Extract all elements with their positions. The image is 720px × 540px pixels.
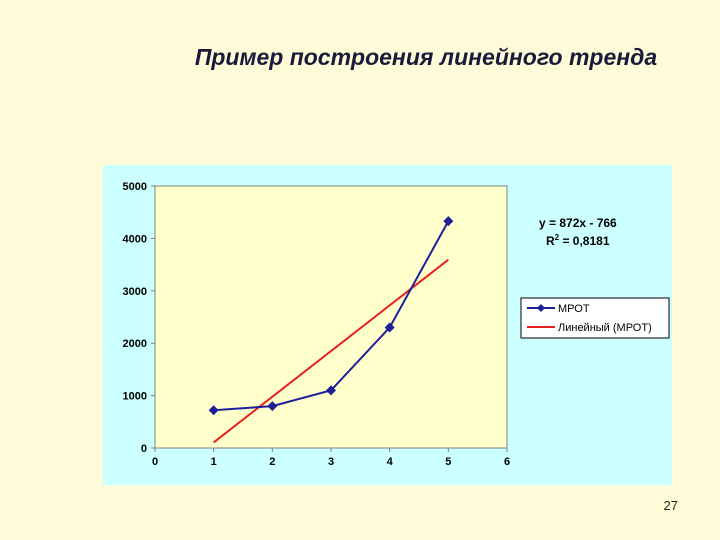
line-chart: 0 1000 2000 3000 4000 5000 0 1 2 3 4 5 6 y = 872x -… (103, 165, 672, 485)
y-tick-label: 3000 (123, 286, 147, 298)
y-tick-label: 5000 (123, 181, 147, 193)
legend-mrot-label: МРОТ (558, 303, 590, 315)
x-tick-label: 2 (269, 456, 275, 468)
y-tick-label: 4000 (123, 233, 147, 245)
x-tick-label: 0 (152, 456, 158, 468)
trend-equation-text: y = 872x - 766 (539, 216, 617, 230)
slide-title: Пример построения линейного тренда (194, 44, 658, 70)
legend-box (520, 297, 670, 339)
data-point-marker (384, 322, 395, 333)
data-point-marker (326, 385, 336, 396)
legend-trend-label: Линейный (МРОТ) (558, 322, 652, 334)
legend-mrot-marker (537, 304, 545, 312)
x-tick-label: 1 (211, 456, 217, 468)
chart-container: 0 1000 2000 3000 4000 5000 0 1 2 3 4 5 6 y = 872x -… (103, 165, 672, 485)
r-squared-text: R2 = 0,8181 (546, 233, 610, 248)
data-point-marker (267, 401, 278, 412)
data-point-marker (208, 405, 219, 416)
x-tick-label: 4 (387, 456, 394, 468)
x-tick-label: 5 (445, 456, 451, 468)
data-point-marker (443, 216, 454, 227)
trend-equation: y = 872x - 766 R2 = 0,8181 (539, 216, 617, 248)
page-number: 27 (663, 498, 678, 513)
series-points (208, 216, 454, 416)
y-axis-ticks: 0 1000 2000 3000 4000 5000 (123, 181, 155, 455)
y-tick-label: 0 (141, 443, 147, 455)
plot-area (154, 185, 508, 449)
x-axis-ticks: 0 1 2 3 4 5 6 (152, 448, 510, 468)
legend: МРОТ Линейный (МРОТ) (520, 297, 670, 339)
x-tick-label: 6 (504, 456, 510, 468)
y-tick-label: 2000 (123, 338, 147, 350)
x-tick-label: 3 (328, 456, 334, 468)
y-tick-label: 1000 (123, 391, 147, 403)
